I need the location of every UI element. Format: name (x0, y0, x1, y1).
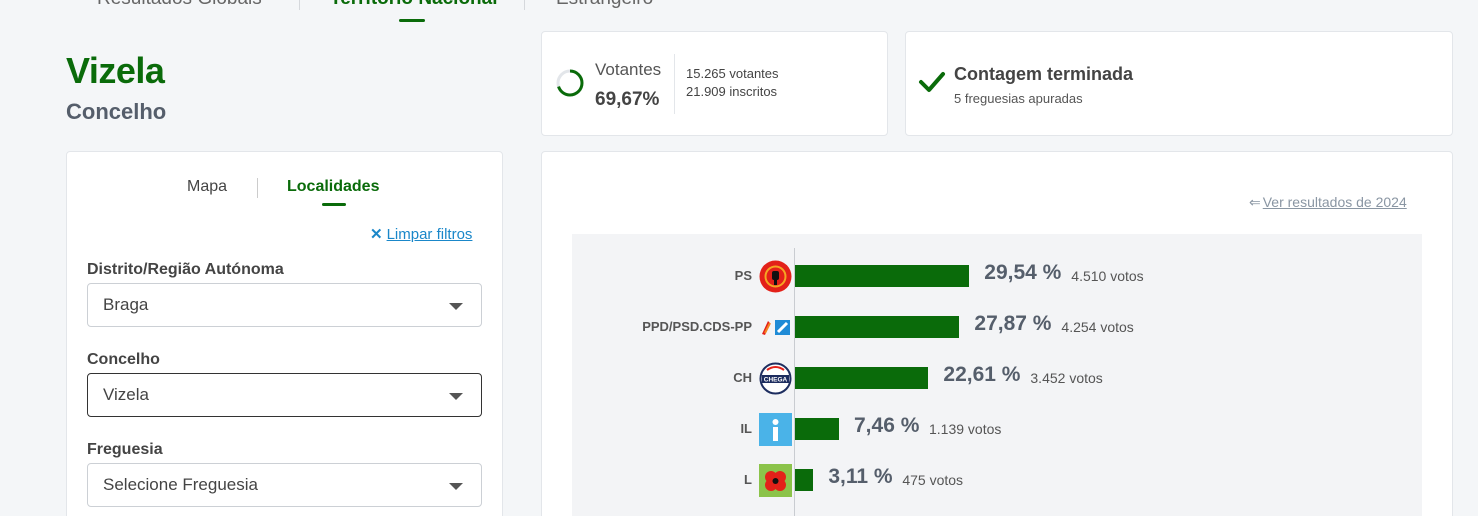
result-bar (795, 367, 929, 389)
result-bar (795, 469, 814, 491)
municipality-select[interactable]: Vizela (87, 373, 482, 417)
parish-select[interactable]: Selecione Freguesia (87, 463, 482, 507)
party-percent: 29,54 % (984, 261, 1062, 284)
turnout-percent: 69,67% (595, 89, 660, 110)
party-votes: 1.139 votos (929, 421, 1002, 437)
tab-divider (524, 0, 525, 10)
turnout-card: Votantes 69,67% 15.265 votantes 21.909 i… (541, 31, 888, 136)
il-logo-icon (759, 413, 792, 446)
previous-results-link[interactable]: ⇐ Ver resultados de 2024 (1249, 194, 1407, 211)
chega-logo-text: CHEGA (764, 377, 788, 384)
district-label: Distrito/Região Autónoma (87, 261, 284, 278)
clear-filters-label: Limpar filtros (386, 226, 473, 243)
count-status-card: Contagem terminada 5 freguesias apuradas (905, 31, 1453, 136)
party-name: PS (734, 268, 752, 283)
party-row-il[interactable]: IL 7,46 % 1.139 votos (572, 411, 1422, 447)
results-chart: PS 29,54 % 4.510 votos PPD/PSD.CDS-PP (572, 234, 1422, 516)
district-select[interactable]: Braga (87, 283, 482, 327)
tab-resultados-globais[interactable]: Resultados Globais (97, 0, 262, 10)
municipality-value: Vizela (103, 385, 149, 404)
tab-mapa[interactable]: Mapa (187, 178, 228, 195)
tab-divider (257, 178, 258, 198)
parishes-counted: 5 freguesias apuradas (954, 91, 1083, 106)
ad-logo-icon (762, 320, 790, 335)
result-bar (795, 316, 960, 338)
clear-filters-link[interactable]: ✕ Limpar filtros (370, 225, 472, 243)
parish-label: Freguesia (87, 441, 163, 458)
registered-count: 21.909 inscritos (686, 84, 778, 99)
result-bar (795, 418, 839, 440)
party-votes: 4.510 votos (1071, 268, 1144, 284)
parish-value: Selecione Freguesia (103, 475, 258, 494)
party-votes: 3.452 votos (1030, 370, 1103, 386)
party-percent: 7,46 % (854, 414, 920, 437)
active-tab-indicator (322, 203, 346, 206)
turnout-progress-ring (556, 69, 584, 97)
divider (674, 54, 675, 114)
turnout-label: Votantes (595, 60, 662, 79)
party-name: PPD/PSD.CDS-PP (642, 319, 752, 334)
tab-localidades[interactable]: Localidades (287, 178, 380, 195)
party-percent: 22,61 % (943, 363, 1021, 386)
tab-divider (299, 0, 300, 10)
chega-logo-icon: CHEGA (759, 362, 792, 395)
livre-logo-icon (759, 464, 792, 497)
party-percent: 27,87 % (974, 312, 1052, 335)
ps-logo-icon (759, 260, 792, 293)
party-percent: 3,11 % (828, 465, 893, 488)
chevron-down-icon (449, 393, 463, 400)
page-subtitle: Concelho (66, 99, 167, 124)
results-card: ⇐ Ver resultados de 2024 PS 29,54 % 4.510… (541, 151, 1453, 516)
party-votes: 4.254 votos (1061, 319, 1134, 335)
party-name: L (744, 472, 752, 487)
party-row-ps[interactable]: PS 29,54 % 4.510 votos (572, 258, 1422, 294)
party-row-ppd-psd-cds-pp[interactable]: PPD/PSD.CDS-PP 27,87 % 4.254 votos (572, 309, 1422, 345)
close-icon: ✕ (370, 226, 383, 243)
party-votes: 475 votos (902, 472, 964, 488)
chevron-down-icon (449, 483, 463, 490)
party-row-l[interactable]: L 3,11 % 475 votos (572, 462, 1422, 498)
party-row-ch[interactable]: CH CHEGA 22,61 % 3.452 votos (572, 360, 1422, 396)
previous-results-label: Ver resultados de 2024 (1262, 194, 1407, 210)
check-icon (919, 72, 945, 92)
arrow-left-icon: ⇐ (1249, 194, 1261, 210)
chart-axis (794, 248, 795, 516)
result-bar (795, 265, 970, 287)
chevron-down-icon (449, 303, 463, 310)
tab-territorio-nacional[interactable]: Território Nacional (330, 0, 498, 10)
filters-card: Mapa Localidades ✕ Limpar filtros Distrit… (66, 151, 503, 516)
page-title: Vizela (66, 50, 165, 91)
party-name: IL (740, 421, 752, 436)
count-status: Contagem terminada (954, 64, 1134, 84)
voters-count: 15.265 votantes (686, 66, 779, 81)
top-nav: Resultados Globais Território Nacional E… (0, 0, 1478, 24)
tab-estrangeiro[interactable]: Estrangeiro (556, 0, 653, 10)
municipality-label: Concelho (87, 351, 160, 368)
district-value: Braga (103, 295, 149, 314)
party-name: CH (733, 370, 752, 385)
active-tab-indicator (399, 19, 425, 22)
